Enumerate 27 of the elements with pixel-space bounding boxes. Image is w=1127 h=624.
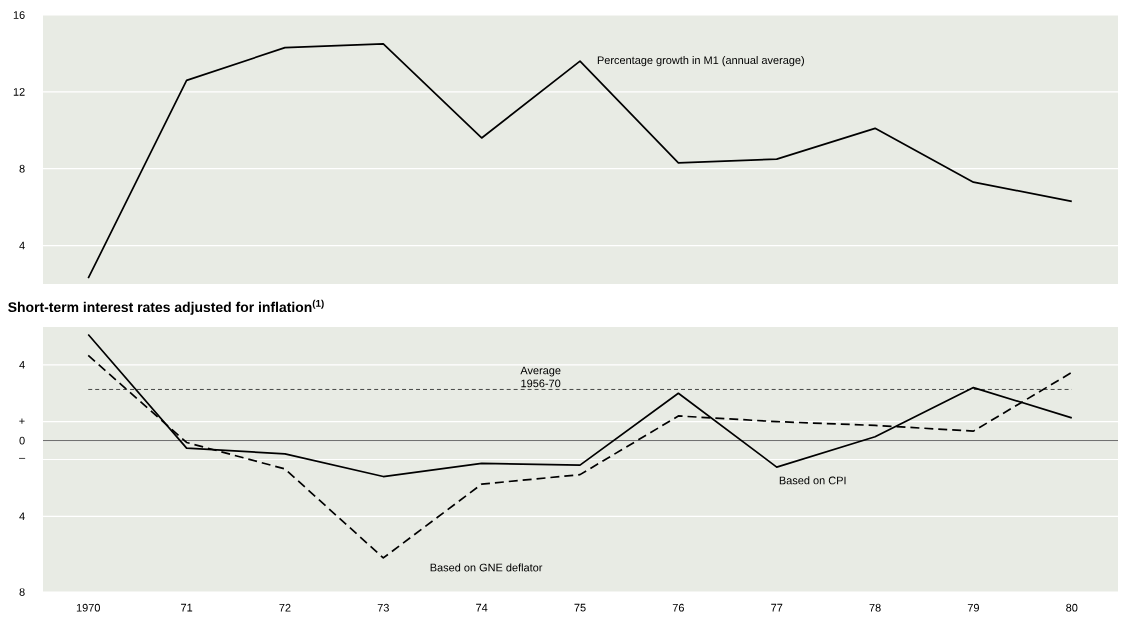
x-tick-label: 75: [574, 603, 586, 612]
x-tick-label: 80: [1066, 603, 1078, 612]
text: Based on GNE deflator: [430, 563, 543, 572]
x-tick-label: 77: [771, 603, 783, 612]
x-tick-label: 78: [869, 603, 881, 612]
y-tick-label: 8: [19, 588, 25, 596]
chart-title: Short-term interest rates adjusted for inflation$^{(1)}$: [8, 299, 324, 315]
y-tick-label: 4: [19, 512, 25, 521]
y-tick-label: 16: [13, 11, 25, 19]
ref-line-label: Average 1956-70: [520, 366, 561, 388]
y-tick-label: 12: [13, 88, 25, 96]
x-tick-label: 72: [279, 603, 291, 612]
line-series: [87, 42, 1073, 280]
series-label: Based on CPI: [779, 476, 846, 485]
series-label: Percentage growth in M1 (annual average): [597, 56, 804, 67]
x-tick-label: 74: [476, 603, 488, 612]
x-tick-label: 79: [967, 603, 979, 612]
x-tick-label: 1970: [76, 603, 100, 612]
y-tick-label: –: [19, 457, 26, 459]
x-tick-label: 73: [377, 603, 389, 612]
y-tick-label: 0: [19, 436, 25, 445]
x-tick-label: 76: [672, 603, 684, 612]
y-tick-label: 8: [19, 164, 25, 173]
y-tick-label: +: [19, 418, 25, 424]
x-tick-label: 71: [181, 603, 193, 612]
y-tick-label: 4: [19, 241, 25, 250]
y-tick-label: 4: [19, 361, 25, 369]
